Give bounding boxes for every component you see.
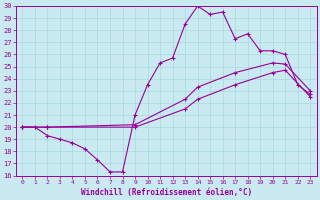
X-axis label: Windchill (Refroidissement éolien,°C): Windchill (Refroidissement éolien,°C) bbox=[81, 188, 252, 197]
